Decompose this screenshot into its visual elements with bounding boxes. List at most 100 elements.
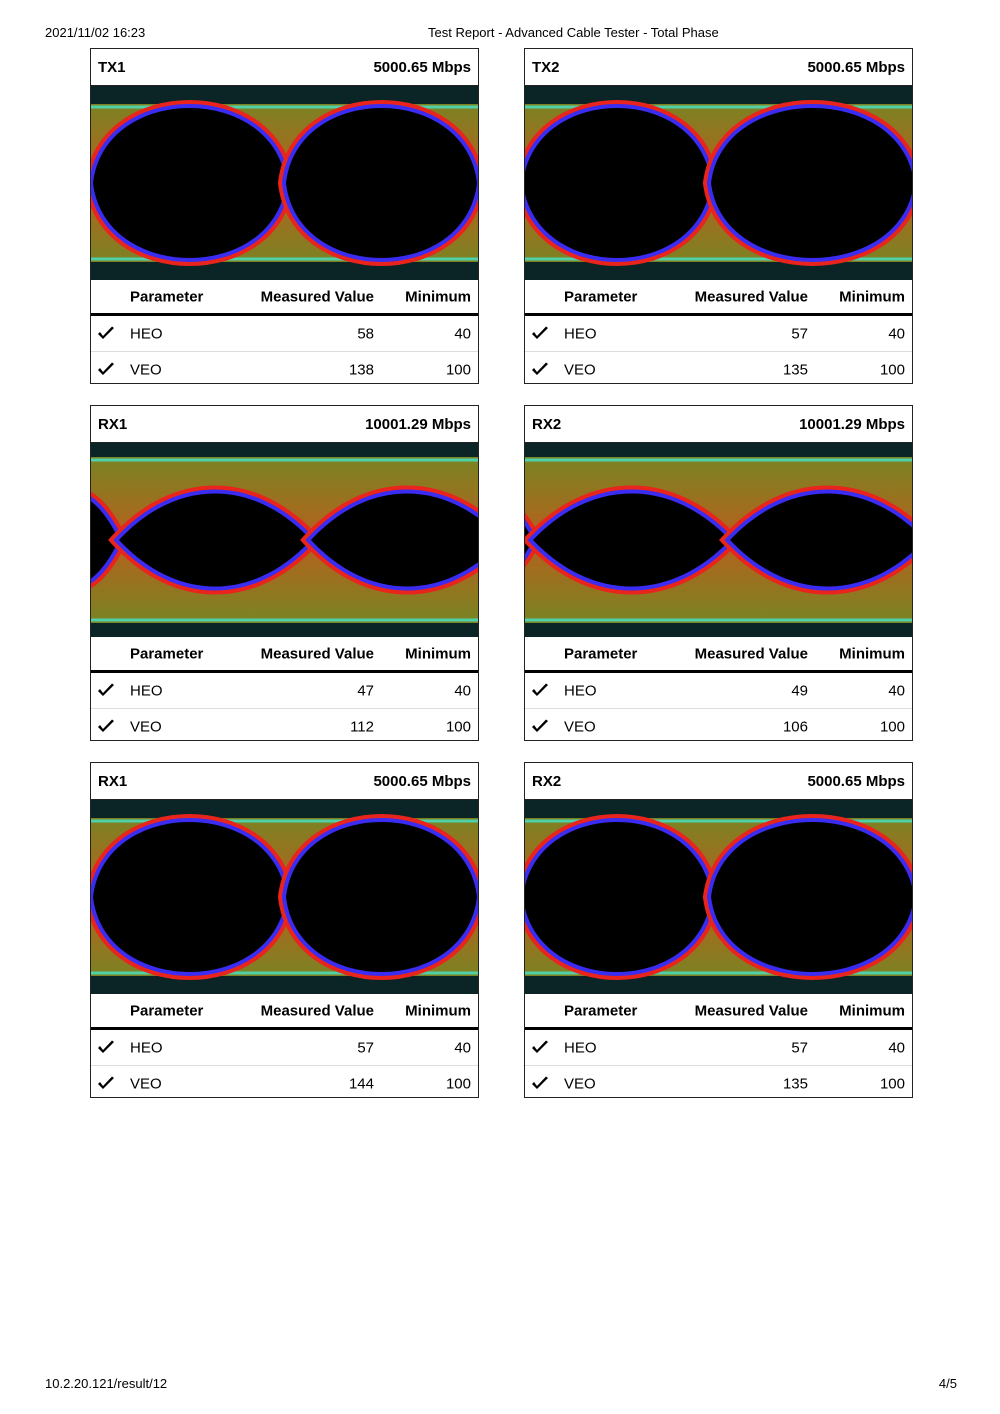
band bbox=[91, 976, 478, 994]
check-mark bbox=[98, 719, 114, 732]
data-rate: 10001.29 Mbps bbox=[365, 415, 471, 433]
cell: HEO bbox=[130, 1039, 163, 1056]
footer-url: 10.2.20.121/result/12 bbox=[45, 1376, 168, 1391]
cell: VEO bbox=[130, 718, 162, 735]
report-title: Test Report - Advanced Cable Tester - To… bbox=[428, 25, 719, 40]
panel-title: TX1 5000.65 Mbps bbox=[91, 49, 478, 86]
panel-title: RX2 5000.65 Mbps bbox=[525, 763, 912, 800]
cell: VEO bbox=[564, 361, 596, 378]
cell: 144 bbox=[348, 1075, 374, 1092]
column-header: Parameter bbox=[130, 288, 204, 305]
data-rate: 5000.65 Mbps bbox=[807, 772, 905, 790]
table-header: Parameter Measured Value Minimum bbox=[525, 994, 912, 1030]
band bbox=[91, 800, 478, 818]
table-header: Parameter Measured Value Minimum bbox=[525, 280, 912, 316]
check-icon bbox=[98, 719, 114, 732]
panel-title: RX1 5000.65 Mbps bbox=[91, 763, 478, 800]
table-row: HEO 47 40 bbox=[91, 673, 478, 709]
table-row: HEO 49 40 bbox=[525, 673, 912, 709]
eye-opening bbox=[286, 108, 477, 258]
cell: 100 bbox=[879, 361, 905, 378]
check-icon bbox=[532, 362, 548, 375]
data-rate: 5000.65 Mbps bbox=[373, 772, 471, 790]
eye-panel: TX1 5000.65 Mbps Parameter Measured Value Mi… bbox=[90, 48, 479, 384]
check-icon bbox=[98, 362, 114, 375]
check-icon bbox=[532, 326, 548, 339]
cell: 100 bbox=[445, 1075, 471, 1092]
table-row: VEO 112 100 bbox=[91, 709, 478, 744]
check-mark bbox=[98, 326, 114, 339]
table-row: VEO 106 100 bbox=[525, 709, 912, 744]
cell: VEO bbox=[564, 718, 596, 735]
eye-opening bbox=[533, 493, 730, 587]
band bbox=[525, 623, 912, 637]
check-icon bbox=[532, 1040, 548, 1053]
eye-diagram bbox=[91, 86, 478, 280]
column-header: Parameter bbox=[564, 1002, 638, 1019]
eye-diagram bbox=[91, 800, 478, 994]
eye-opening bbox=[311, 493, 478, 587]
check-icon bbox=[532, 683, 548, 696]
table-row: HEO 58 40 bbox=[91, 316, 478, 352]
table-row: HEO 57 40 bbox=[91, 1030, 478, 1066]
lane-name: TX1 bbox=[98, 58, 126, 76]
band bbox=[91, 443, 478, 457]
cell: VEO bbox=[130, 361, 162, 378]
column-header: Parameter bbox=[564, 288, 638, 305]
cell: HEO bbox=[564, 682, 597, 699]
table-header: Parameter Measured Value Minimum bbox=[525, 637, 912, 673]
cell: HEO bbox=[564, 325, 597, 342]
lane-name: RX1 bbox=[98, 415, 128, 433]
data-rate: 5000.65 Mbps bbox=[807, 58, 905, 76]
column-header: Measured Value bbox=[694, 1002, 808, 1019]
column-header: Measured Value bbox=[694, 645, 808, 662]
table-row: VEO 138 100 bbox=[91, 352, 478, 387]
table-row: VEO 144 100 bbox=[91, 1066, 478, 1101]
check-icon bbox=[532, 719, 548, 732]
cell: 138 bbox=[348, 361, 374, 378]
cell: 100 bbox=[879, 718, 905, 735]
lane-name: TX2 bbox=[532, 58, 560, 76]
band bbox=[91, 262, 478, 280]
cell: 112 bbox=[350, 718, 374, 735]
check-mark bbox=[532, 683, 548, 696]
eye-panel: RX2 5000.65 Mbps Parameter Measured Value Mi… bbox=[524, 762, 913, 1098]
column-header: Minimum bbox=[839, 1002, 905, 1019]
cell: 49 bbox=[791, 682, 808, 699]
table-row: VEO 135 100 bbox=[525, 352, 912, 387]
cell: 100 bbox=[445, 718, 471, 735]
check-mark bbox=[532, 326, 548, 339]
table-header: Parameter Measured Value Minimum bbox=[91, 994, 478, 1030]
cell: 40 bbox=[888, 682, 905, 699]
check-mark bbox=[98, 1040, 114, 1053]
check-icon bbox=[98, 683, 114, 696]
eye-opening bbox=[119, 493, 311, 587]
eye-panel: RX1 10001.29 Mbps Parameter Measured Value M… bbox=[90, 405, 479, 741]
cell: VEO bbox=[564, 1075, 596, 1092]
cell: 135 bbox=[782, 1075, 808, 1092]
cell: 40 bbox=[888, 1039, 905, 1056]
band bbox=[91, 623, 478, 637]
lane-name: RX2 bbox=[532, 772, 562, 790]
table-row: VEO 135 100 bbox=[525, 1066, 912, 1101]
cell: 100 bbox=[879, 1075, 905, 1092]
column-header: Minimum bbox=[405, 288, 471, 305]
panel-title: RX1 10001.29 Mbps bbox=[91, 406, 478, 443]
check-icon bbox=[98, 1040, 114, 1053]
cell: 40 bbox=[454, 1039, 471, 1056]
column-header: Measured Value bbox=[260, 1002, 374, 1019]
column-header: Minimum bbox=[839, 288, 905, 305]
column-header: Minimum bbox=[405, 1002, 471, 1019]
lane-name: RX2 bbox=[532, 415, 562, 433]
eye-opening bbox=[711, 822, 912, 972]
cell: 40 bbox=[454, 682, 471, 699]
table-row: HEO 57 40 bbox=[525, 1030, 912, 1066]
column-header: Measured Value bbox=[694, 288, 808, 305]
cell: 57 bbox=[791, 325, 808, 342]
check-mark bbox=[532, 1076, 548, 1089]
cell: 58 bbox=[357, 325, 374, 342]
band bbox=[525, 800, 912, 818]
cell: 57 bbox=[357, 1039, 374, 1056]
check-icon bbox=[98, 326, 114, 339]
